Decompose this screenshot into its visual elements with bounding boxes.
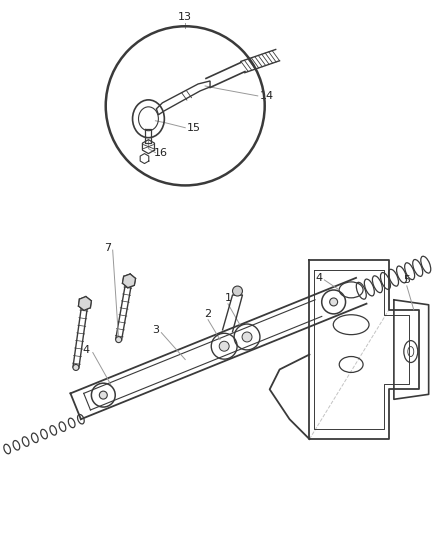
Text: 7: 7	[104, 243, 111, 253]
Text: 14: 14	[260, 91, 274, 101]
Text: 5: 5	[403, 275, 410, 285]
Circle shape	[219, 341, 229, 351]
Text: 1: 1	[224, 293, 231, 303]
Polygon shape	[123, 274, 135, 288]
Circle shape	[99, 391, 107, 399]
Text: 15: 15	[187, 123, 201, 133]
Polygon shape	[78, 296, 92, 310]
Circle shape	[242, 332, 252, 342]
Circle shape	[116, 337, 122, 343]
Text: 16: 16	[153, 148, 167, 158]
Text: 4: 4	[82, 344, 89, 354]
Text: 4: 4	[316, 273, 323, 283]
Circle shape	[73, 365, 79, 370]
Text: 2: 2	[205, 309, 212, 319]
Text: 3: 3	[152, 325, 159, 335]
Circle shape	[233, 286, 243, 296]
Text: 13: 13	[178, 12, 192, 22]
Circle shape	[330, 298, 338, 306]
